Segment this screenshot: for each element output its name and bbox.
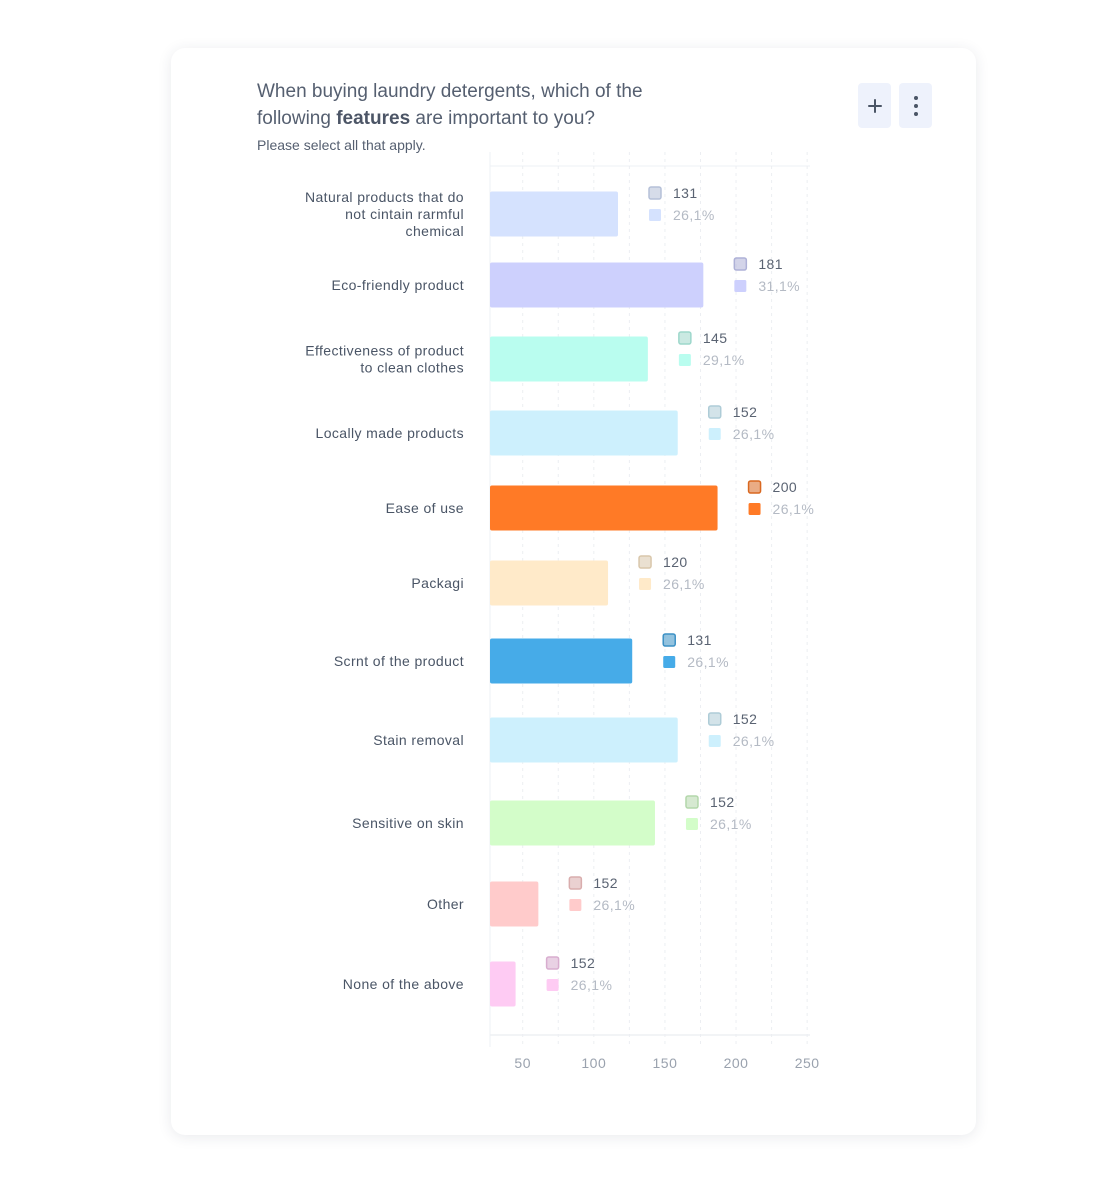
count-label: 200 xyxy=(773,479,798,495)
count-marker xyxy=(685,795,699,809)
percent-marker xyxy=(708,428,721,440)
count-label: 181 xyxy=(758,256,783,272)
percent-marker xyxy=(663,656,676,668)
bar xyxy=(490,410,678,456)
count-label: 152 xyxy=(710,794,735,810)
count-label: 152 xyxy=(733,711,758,727)
percent-label: 26,1% xyxy=(663,576,705,592)
percent-label: 29,1% xyxy=(703,352,745,368)
category-label: Locally made products xyxy=(316,425,464,441)
percent-marker xyxy=(639,578,652,590)
question-subtitle: Please select all that apply. xyxy=(257,137,426,153)
count-marker xyxy=(638,555,652,569)
count-label: 152 xyxy=(733,404,758,420)
plus-icon xyxy=(867,98,882,113)
bar-chart: 50 100 150 200 250 Natural products that do no… xyxy=(305,152,820,1071)
count-marker xyxy=(733,257,748,271)
count-marker xyxy=(545,956,560,970)
x-tick-label: 200 xyxy=(724,1055,749,1071)
category-label: Natural products that do not cintain rarm… xyxy=(305,189,464,239)
x-tick-label: 150 xyxy=(653,1055,678,1071)
percent-label: 26,1% xyxy=(733,426,775,442)
category-label: Stain removal xyxy=(373,732,464,748)
percent-label: 26,1% xyxy=(710,816,752,832)
percent-marker xyxy=(685,818,698,830)
count-marker xyxy=(707,712,722,726)
percent-marker xyxy=(708,735,721,747)
percent-marker xyxy=(748,503,761,515)
title-text-end: are important to you? xyxy=(410,108,595,129)
count-label: 131 xyxy=(673,185,698,201)
chart-card: When buying laundry detergents, which of… xyxy=(171,48,976,1135)
percent-label: 26,1% xyxy=(773,501,815,517)
category-label: Ease of use xyxy=(386,500,464,516)
bar xyxy=(490,336,648,382)
vertical-dots-icon xyxy=(913,95,918,116)
count-label: 120 xyxy=(663,554,688,570)
percent-label: 31,1% xyxy=(758,278,800,294)
bar xyxy=(490,881,539,927)
category-label: None of the above xyxy=(343,976,464,992)
percent-marker xyxy=(546,979,559,991)
count-marker xyxy=(662,633,676,647)
count-marker xyxy=(568,876,583,890)
percent-label: 26,1% xyxy=(687,654,729,670)
category-label: Packagi xyxy=(411,575,464,591)
count-marker xyxy=(747,480,762,494)
percent-label: 26,1% xyxy=(673,207,715,223)
count-label: 152 xyxy=(593,875,618,891)
bar xyxy=(490,485,718,531)
bar xyxy=(490,191,618,237)
add-button[interactable] xyxy=(858,83,891,128)
percent-label: 26,1% xyxy=(733,733,775,749)
percent-label: 26,1% xyxy=(593,897,635,913)
more-options-button[interactable] xyxy=(899,83,932,128)
category-label: Other xyxy=(427,896,464,912)
question-title: When buying laundry detergents, which of… xyxy=(257,78,687,132)
category-label: Eco-friendly product xyxy=(331,277,464,293)
bar xyxy=(490,961,516,1007)
count-label: 145 xyxy=(703,330,728,346)
percent-marker xyxy=(649,209,661,221)
count-marker xyxy=(678,331,692,345)
category-label: Sensitive on skin xyxy=(352,815,464,831)
percent-label: 26,1% xyxy=(571,977,613,993)
x-tick-label: 100 xyxy=(581,1055,606,1071)
category-label: Effectiveness of product to clean clothes xyxy=(305,343,464,376)
bar xyxy=(490,560,609,606)
count-label: 152 xyxy=(571,955,596,971)
count-marker xyxy=(707,405,722,419)
title-text-start: When buying laundry detergents, which of… xyxy=(257,81,643,129)
bar xyxy=(490,717,678,763)
count-marker xyxy=(648,186,662,200)
bar xyxy=(490,800,655,846)
category-label: Scrnt of the product xyxy=(334,653,464,669)
x-tick-label: 50 xyxy=(514,1055,531,1071)
count-label: 131 xyxy=(687,632,712,648)
bar xyxy=(490,262,704,308)
title-emphasis: features xyxy=(336,108,411,129)
bar xyxy=(490,638,633,684)
percent-marker xyxy=(569,899,582,911)
percent-marker xyxy=(734,280,747,292)
x-tick-label: 250 xyxy=(795,1055,820,1071)
percent-marker xyxy=(678,354,691,366)
